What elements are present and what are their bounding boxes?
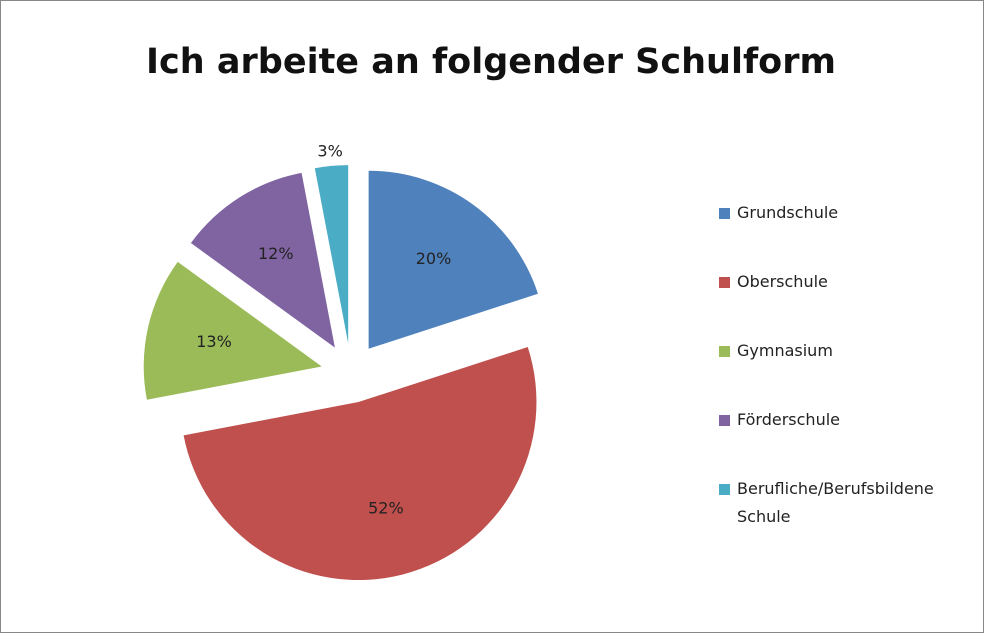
- legend-swatch: [719, 415, 730, 426]
- pie-slice: [314, 165, 349, 344]
- legend-item: Gymnasium: [719, 337, 969, 365]
- legend-swatch: [719, 277, 730, 288]
- data-label: 20%: [416, 249, 452, 268]
- pie-slice: [190, 172, 335, 348]
- legend: Grundschule Oberschule Gymnasium Förderschu…: [719, 199, 969, 572]
- legend-label: Förderschule: [737, 410, 840, 429]
- data-label: 3%: [317, 141, 342, 160]
- legend-item: Berufliche/Berufsbildene Schule: [719, 475, 969, 531]
- data-label: 13%: [196, 332, 232, 351]
- legend-label: Gymnasium: [737, 341, 833, 360]
- pie-slice: [183, 347, 537, 581]
- data-label: 12%: [258, 244, 294, 263]
- data-label: 52%: [368, 498, 404, 517]
- legend-swatch: [719, 346, 730, 357]
- pie-slice: [143, 261, 322, 400]
- legend-label: Oberschule: [737, 272, 828, 291]
- legend-item: Grundschule: [719, 199, 969, 227]
- legend-item: Förderschule: [719, 406, 969, 434]
- legend-swatch: [719, 484, 730, 495]
- legend-label: Berufliche/Berufsbildene Schule: [737, 479, 934, 526]
- legend-item: Oberschule: [719, 268, 969, 296]
- legend-swatch: [719, 208, 730, 219]
- pie-slice: [368, 170, 538, 349]
- chart-title: Ich arbeite an folgender Schulform: [146, 42, 836, 82]
- legend-label: Grundschule: [737, 203, 839, 222]
